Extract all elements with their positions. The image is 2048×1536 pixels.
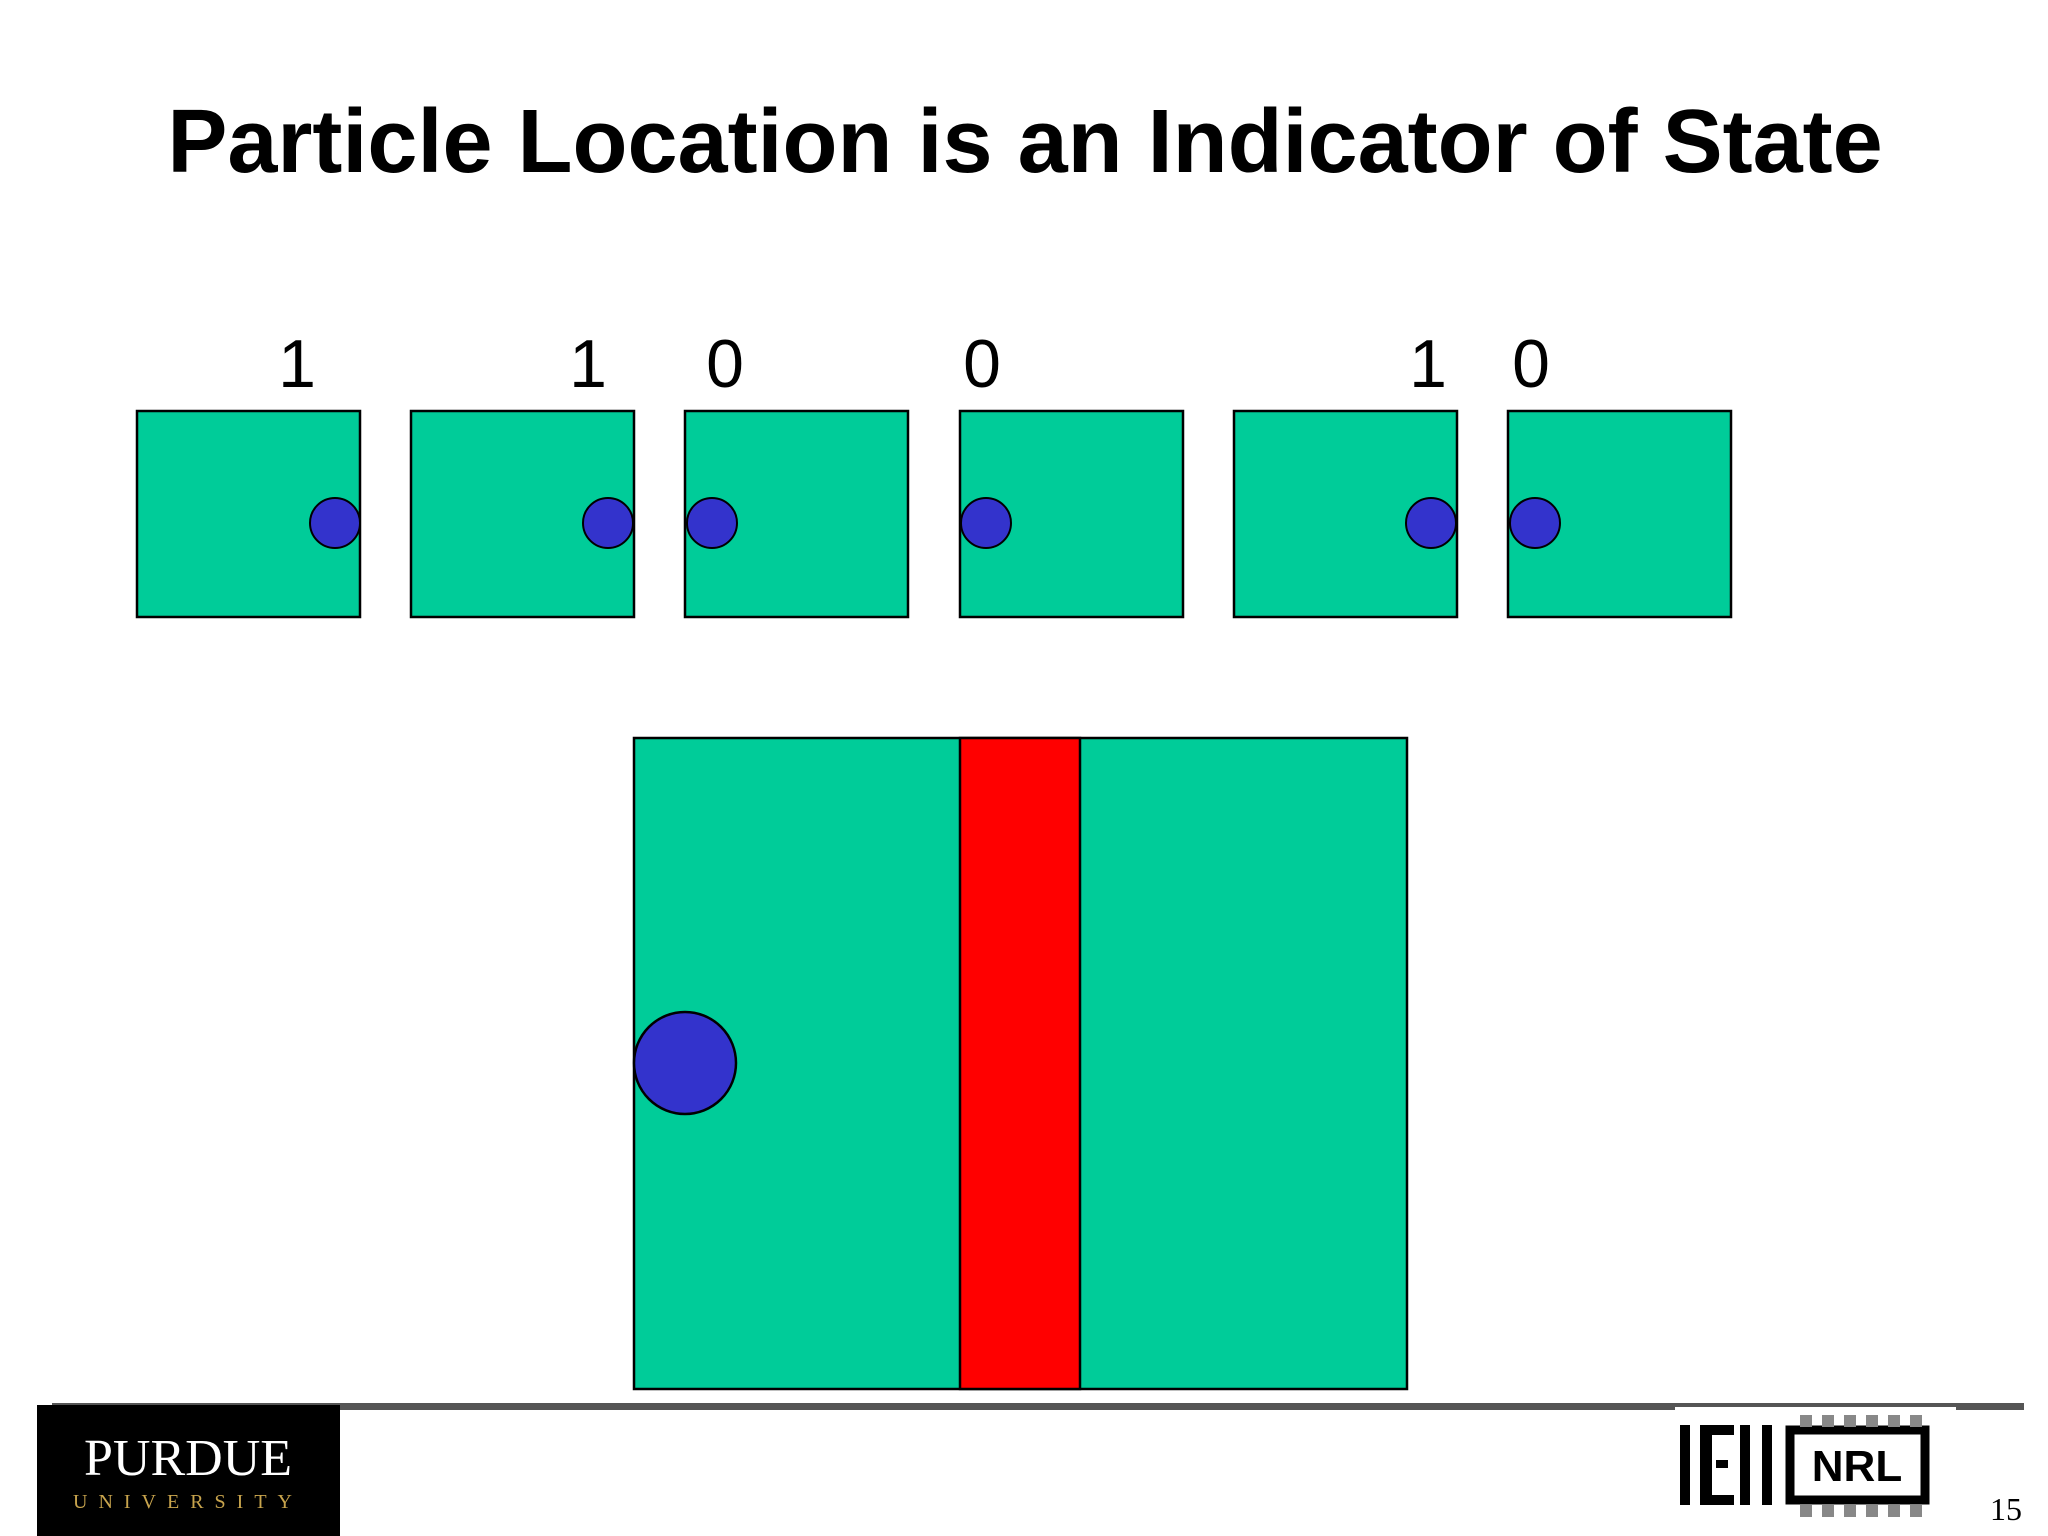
particle [1509,497,1561,549]
slide-title: Particle Location is an Indicator of Sta… [167,92,1882,192]
logo-bar [1762,1425,1772,1505]
particle [960,497,1012,549]
purdue-logo: PURDUE UNIVERSITY [37,1405,340,1536]
bit-label: 1 [278,326,316,402]
logo-bar [1680,1425,1690,1505]
particle [1405,497,1457,549]
barrier [958,736,1082,1391]
particle [632,1010,738,1116]
nrl-text: NRL [1812,1442,1902,1491]
chip [1785,1425,1930,1505]
particle [309,497,361,549]
bit-label: 1 [1409,326,1447,402]
logo-bar [1712,1495,1734,1505]
logo-bar [1712,1425,1734,1435]
barrier-diagram [632,736,1409,1391]
purdue-name: PURDUE [84,1430,292,1487]
chip-pins [1800,1415,1922,1517]
particle [582,497,634,549]
nrl-logo: NRL [1675,1407,1956,1527]
logo-bar [1700,1425,1712,1505]
bit-label: 0 [963,326,1001,402]
bit-label: 1 [569,326,607,402]
bit-label: 0 [706,326,744,402]
purdue-sub: UNIVERSITY [73,1491,303,1513]
page-number: 15 [1990,1491,2022,1527]
footer-rule [52,1403,2024,1410]
bit-label: 0 [1512,326,1550,402]
purdue-bg [37,1405,340,1536]
particle [686,497,738,549]
logo-bar [1716,1460,1728,1468]
logo-bar [1740,1425,1750,1505]
